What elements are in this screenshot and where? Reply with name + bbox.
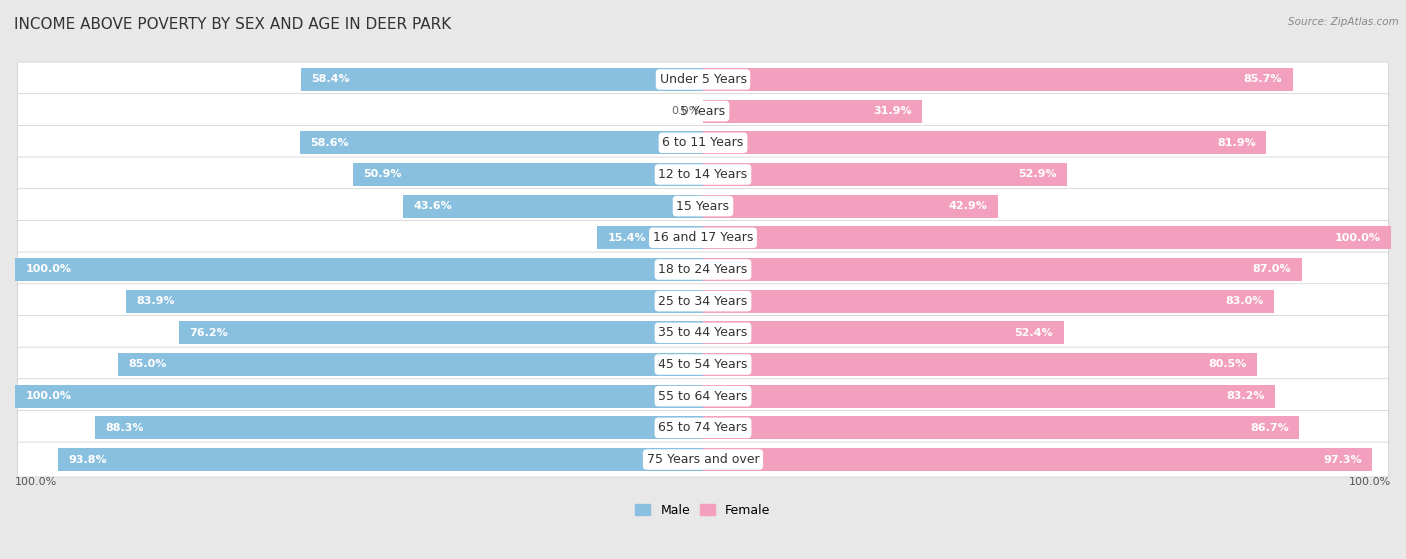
Text: 85.7%: 85.7% [1244, 74, 1282, 84]
FancyBboxPatch shape [17, 315, 1389, 350]
Text: 25 to 34 Years: 25 to 34 Years [658, 295, 748, 307]
Text: 42.9%: 42.9% [949, 201, 988, 211]
Bar [703, 353, 1257, 376]
Text: 6 to 11 Years: 6 to 11 Years [662, 136, 744, 149]
FancyBboxPatch shape [17, 62, 1389, 97]
Bar [703, 258, 1302, 281]
Text: 86.7%: 86.7% [1250, 423, 1289, 433]
Bar [15, 385, 703, 408]
Text: 93.8%: 93.8% [67, 454, 107, 465]
Bar [703, 100, 922, 122]
Text: 58.4%: 58.4% [312, 74, 350, 84]
FancyBboxPatch shape [17, 284, 1389, 319]
Text: 55 to 64 Years: 55 to 64 Years [658, 390, 748, 402]
Bar [404, 195, 703, 217]
Text: 87.0%: 87.0% [1253, 264, 1291, 274]
Bar [703, 195, 998, 217]
FancyBboxPatch shape [17, 157, 1389, 192]
Text: INCOME ABOVE POVERTY BY SEX AND AGE IN DEER PARK: INCOME ABOVE POVERTY BY SEX AND AGE IN D… [14, 17, 451, 32]
Text: 52.9%: 52.9% [1018, 169, 1057, 179]
FancyBboxPatch shape [17, 379, 1389, 414]
FancyBboxPatch shape [17, 252, 1389, 287]
Legend: Male, Female: Male, Female [630, 499, 776, 522]
Text: 100.0%: 100.0% [25, 391, 72, 401]
Bar [301, 68, 703, 91]
FancyBboxPatch shape [17, 189, 1389, 224]
Bar [353, 163, 703, 186]
Text: 100.0%: 100.0% [1334, 233, 1381, 243]
FancyBboxPatch shape [17, 125, 1389, 160]
Bar [703, 131, 1267, 154]
Bar [703, 68, 1292, 91]
Text: 75 Years and over: 75 Years and over [647, 453, 759, 466]
Bar [118, 353, 703, 376]
FancyBboxPatch shape [17, 442, 1389, 477]
Bar [703, 385, 1275, 408]
Text: 88.3%: 88.3% [105, 423, 145, 433]
Text: 100.0%: 100.0% [1348, 477, 1391, 487]
Bar [703, 321, 1063, 344]
Text: 31.9%: 31.9% [873, 106, 912, 116]
Text: 83.0%: 83.0% [1226, 296, 1264, 306]
Bar [703, 226, 1391, 249]
FancyBboxPatch shape [17, 410, 1389, 446]
Bar [703, 416, 1299, 439]
FancyBboxPatch shape [17, 220, 1389, 255]
Text: 5 Years: 5 Years [681, 105, 725, 117]
Bar [58, 448, 703, 471]
FancyBboxPatch shape [17, 94, 1389, 129]
Bar [15, 258, 703, 281]
Text: 35 to 44 Years: 35 to 44 Years [658, 326, 748, 339]
Bar [703, 448, 1372, 471]
Text: 80.5%: 80.5% [1208, 359, 1247, 369]
Text: 65 to 74 Years: 65 to 74 Years [658, 421, 748, 434]
Text: 100.0%: 100.0% [15, 477, 58, 487]
Bar [703, 163, 1067, 186]
Bar [125, 290, 703, 312]
Bar [299, 131, 703, 154]
Bar [598, 226, 703, 249]
Text: 58.6%: 58.6% [311, 138, 349, 148]
Text: 97.3%: 97.3% [1323, 454, 1362, 465]
Text: 100.0%: 100.0% [25, 264, 72, 274]
Text: 12 to 14 Years: 12 to 14 Years [658, 168, 748, 181]
Bar [96, 416, 703, 439]
Text: 45 to 54 Years: 45 to 54 Years [658, 358, 748, 371]
Text: 81.9%: 81.9% [1218, 138, 1256, 148]
Text: 16 and 17 Years: 16 and 17 Years [652, 231, 754, 244]
Text: 52.4%: 52.4% [1015, 328, 1053, 338]
Bar [703, 290, 1274, 312]
Text: 50.9%: 50.9% [363, 169, 402, 179]
Text: 83.9%: 83.9% [136, 296, 174, 306]
Text: 0.0%: 0.0% [671, 106, 700, 116]
Bar [179, 321, 703, 344]
Text: Under 5 Years: Under 5 Years [659, 73, 747, 86]
Text: 18 to 24 Years: 18 to 24 Years [658, 263, 748, 276]
Text: Source: ZipAtlas.com: Source: ZipAtlas.com [1288, 17, 1399, 27]
Text: 76.2%: 76.2% [188, 328, 228, 338]
Text: 15.4%: 15.4% [607, 233, 645, 243]
FancyBboxPatch shape [17, 347, 1389, 382]
Text: 85.0%: 85.0% [128, 359, 167, 369]
Text: 15 Years: 15 Years [676, 200, 730, 212]
Text: 83.2%: 83.2% [1226, 391, 1265, 401]
Text: 43.6%: 43.6% [413, 201, 453, 211]
